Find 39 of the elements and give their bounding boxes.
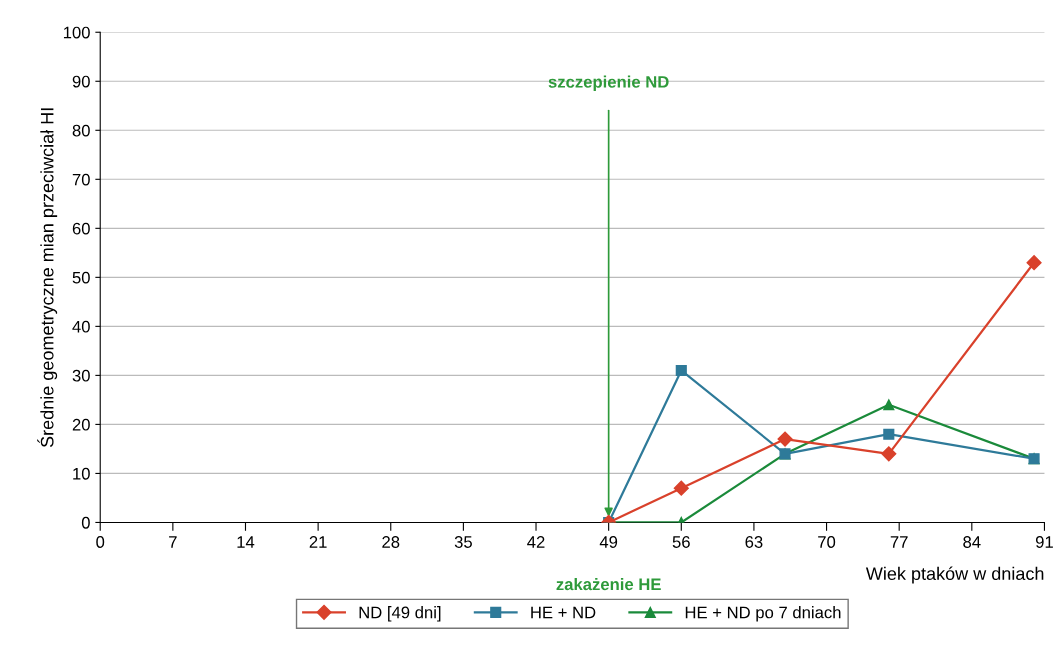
x-tick-label: 0 xyxy=(96,536,105,548)
x-tick-label: 63 xyxy=(745,536,763,548)
y-tick-label: 90 xyxy=(72,75,90,88)
y-tick-label: 30 xyxy=(72,369,90,382)
point xyxy=(1026,255,1042,271)
x-tick-label: 56 xyxy=(672,536,690,548)
x-tick-label: 21 xyxy=(309,536,327,548)
y-tick-label: 40 xyxy=(72,320,90,333)
point xyxy=(881,446,897,462)
y-axis-title: Średnie geometryczne mian przeciwciał HI xyxy=(37,108,58,448)
y-tick-label: 50 xyxy=(72,271,90,284)
x-tick-label: 77 xyxy=(890,536,908,548)
x-tick-label: 7 xyxy=(169,536,177,548)
y-tick-label: 10 xyxy=(73,467,90,480)
legend-label: ND [49 dni] xyxy=(359,606,441,622)
x-axis-title: Wiek ptaków w dniach xyxy=(865,566,1044,584)
y-tick-label: 60 xyxy=(72,222,90,235)
point xyxy=(883,399,895,411)
text: zakażenie HE xyxy=(556,578,661,591)
y-tick-label: 80 xyxy=(72,124,90,137)
legend-label: HE + ND po 7 dniach xyxy=(685,606,841,622)
annotation: szczepienie ND xyxy=(548,75,669,92)
x-tick-label: 91 xyxy=(1035,536,1053,548)
x-tick-label: 14 xyxy=(237,536,255,548)
x-tick-label: 35 xyxy=(454,536,472,548)
x-tick-label: 70 xyxy=(818,536,836,548)
y-tick-label: 20 xyxy=(72,418,90,431)
point xyxy=(777,431,793,447)
x-tick-label: 28 xyxy=(382,536,400,548)
point xyxy=(673,480,689,496)
point xyxy=(675,364,687,377)
legend-label: HE + ND xyxy=(531,606,596,619)
y-tick-label: 70 xyxy=(72,173,90,186)
x-tick-label: 42 xyxy=(527,536,545,548)
x-tick-label: 49 xyxy=(599,536,618,548)
y-tick-label: 100 xyxy=(63,26,90,39)
y-tick-label: 0 xyxy=(81,516,90,529)
x-tick-label: 84 xyxy=(963,536,981,548)
point xyxy=(883,428,895,440)
